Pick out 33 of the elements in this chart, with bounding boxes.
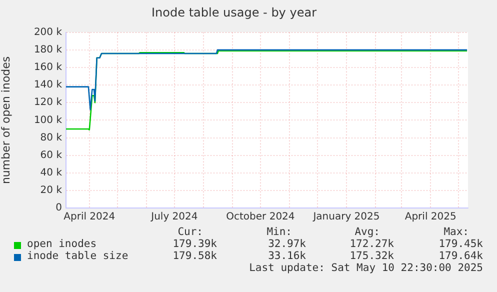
- y-tick-label: 0: [56, 202, 62, 214]
- legend-label: inode table size: [27, 250, 128, 262]
- text: 33.16k: [268, 250, 306, 262]
- legend-label: open inodes: [27, 238, 97, 250]
- text: 179.58k: [172, 250, 217, 262]
- y-tick-label: 180 k: [34, 44, 62, 56]
- y-tick-label: 160 k: [34, 62, 62, 74]
- text: 32.97k: [268, 238, 306, 250]
- x-tick-label: January 2025: [312, 212, 380, 223]
- text: Min:: [266, 226, 292, 238]
- x-tick-label: October 2024: [226, 212, 295, 223]
- y-tick-label: 200 k: [34, 26, 62, 38]
- y-tick-label: 120 k: [34, 97, 62, 108]
- text: 179.64k: [438, 250, 483, 262]
- y-axis-title: number of open inodes: [0, 56, 12, 184]
- y-tick-label: 100 k: [34, 114, 62, 126]
- text: 179.39k: [172, 238, 217, 250]
- x-tick-label: April 2025: [404, 212, 456, 223]
- y-tick-label: 40 k: [40, 167, 62, 178]
- text: 179.45k: [438, 238, 483, 250]
- text: 172.27k: [350, 238, 394, 250]
- y-tick-label: 20 k: [40, 185, 62, 196]
- y-tick-label: 140 k: [34, 80, 62, 91]
- y-tick-label: 60 k: [40, 150, 62, 161]
- x-tick-label: April 2024: [64, 212, 116, 223]
- y-tick-label: 80 k: [40, 132, 62, 144]
- x-tick-label: July 2024: [150, 212, 198, 223]
- text: 175.32k: [350, 250, 394, 262]
- text: Max:: [444, 226, 469, 238]
- text: Avg:: [354, 226, 380, 238]
- text: Last update: Sat May 10 22:30:00 2025: [249, 262, 483, 274]
- chart-title: Inode table usage - by year: [152, 5, 317, 20]
- text: Cur:: [178, 226, 203, 238]
